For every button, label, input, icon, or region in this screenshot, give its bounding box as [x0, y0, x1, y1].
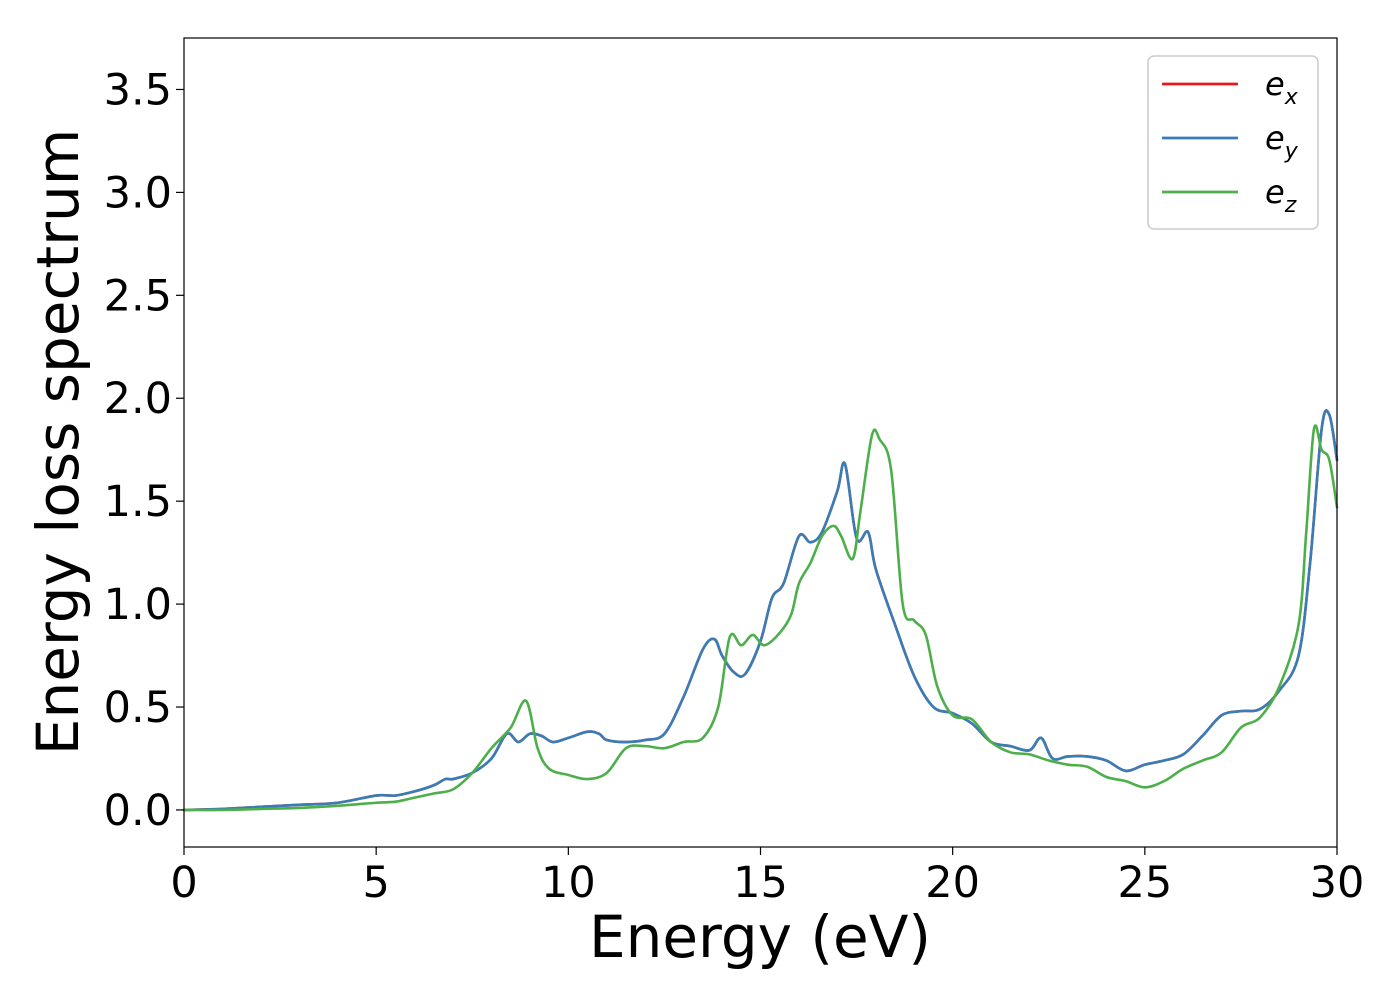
series-line-ey: [182, 409, 1339, 812]
y-tick-label: 3.5: [104, 65, 172, 115]
legend-label-subscript: z: [1284, 193, 1297, 218]
y-axis-ticks: 0.0 0.5 1.0 1.5 2.0 2.5 3.0 3.5: [104, 65, 184, 836]
legend-label-ez: ez: [1265, 173, 1297, 218]
x-tick-label: 20: [925, 858, 980, 908]
plot-area-background: [184, 38, 1337, 847]
legend-label-subscript: y: [1284, 139, 1299, 164]
y-tick-label: 0.0: [104, 786, 172, 836]
legend-box: [1147, 55, 1319, 230]
y-tick-label: 2.0: [104, 374, 172, 424]
y-tick-label: 1.5: [104, 477, 172, 527]
x-tick-label: 15: [733, 858, 788, 908]
y-tick-label: 3.0: [104, 168, 172, 218]
y-tick-label: 0.5: [104, 683, 172, 733]
legend-label-subscript: x: [1284, 85, 1299, 110]
x-axis-title: Energy (eV): [589, 903, 931, 971]
legend-label-base: e: [1265, 119, 1285, 157]
x-tick-label: 0: [170, 858, 197, 908]
series-line-ez: [182, 424, 1339, 812]
x-axis-ticks: 0 5 10 15 20 25 30: [170, 847, 1364, 908]
x-tick-label: 25: [1117, 858, 1172, 908]
y-axis-title: Energy loss spectrum: [24, 129, 92, 755]
legend-label-base: e: [1265, 65, 1285, 103]
legend-label-ey: ey: [1265, 119, 1299, 164]
legend-label-ex: ex: [1265, 65, 1299, 110]
x-tick-label: 10: [541, 858, 596, 908]
y-tick-label: 1.0: [104, 580, 172, 630]
x-tick-label: 30: [1310, 858, 1365, 908]
y-tick-label: 2.5: [104, 271, 172, 321]
x-tick-label: 5: [362, 858, 389, 908]
series-lines: [182, 409, 1339, 812]
legend-label-base: e: [1265, 173, 1285, 211]
